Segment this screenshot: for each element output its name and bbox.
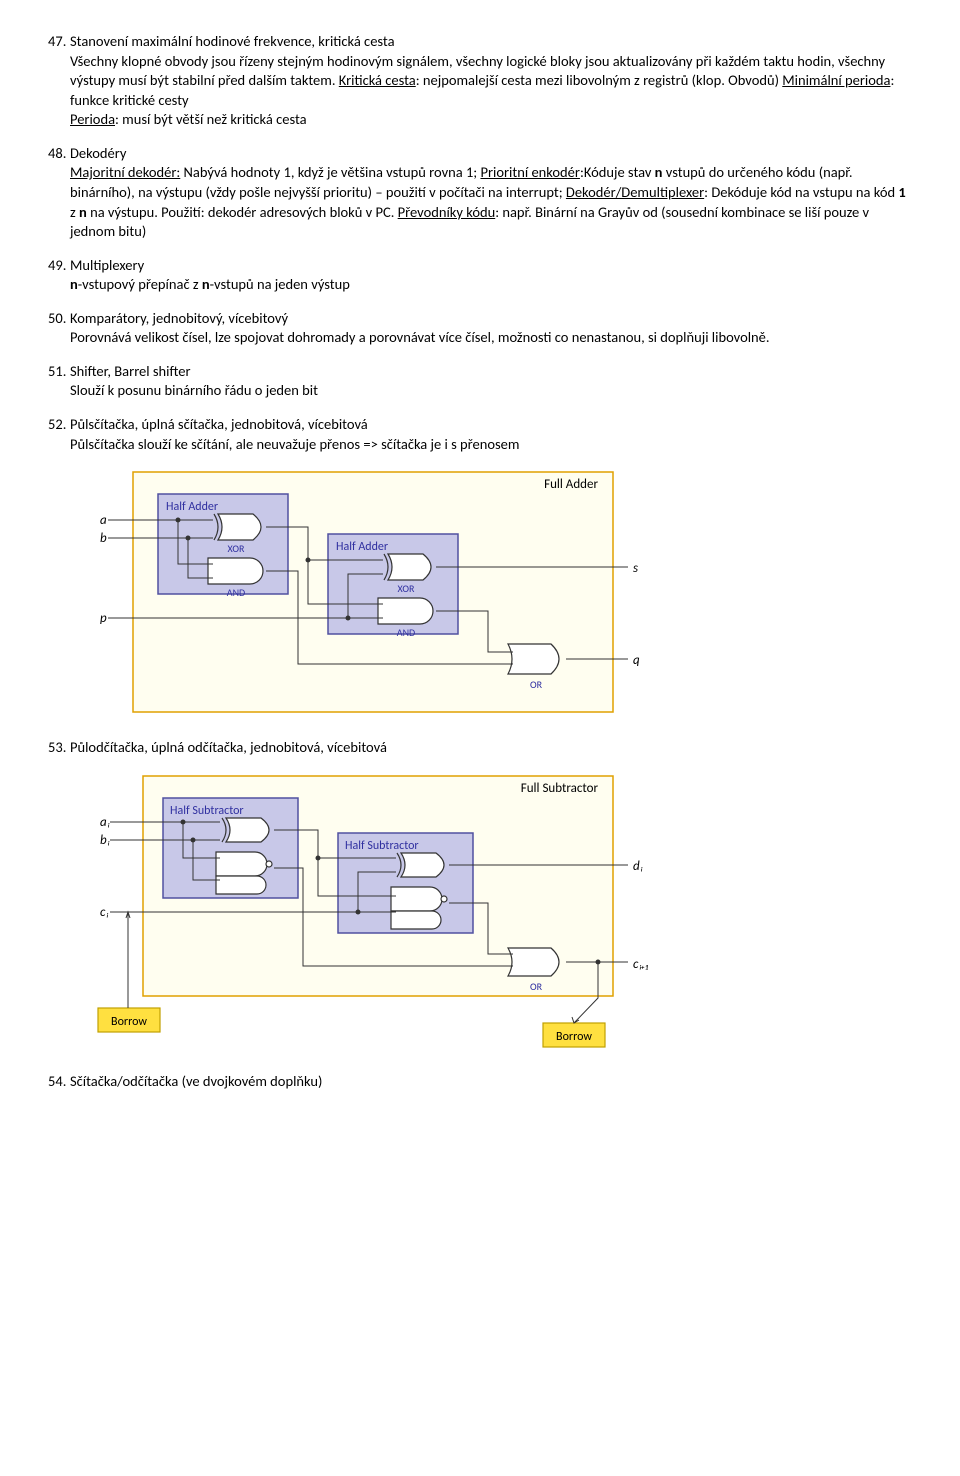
diagram-container: Full Adder Half Adder XOR AND Half Adder XOR A… [88, 464, 912, 724]
svg-text:OR: OR [530, 678, 543, 691]
svg-text:XOR: XOR [398, 582, 416, 595]
svg-text:Borrow: Borrow [556, 1030, 592, 1044]
numbered-item: 51. Shifter, Barrel shifter Slouží k pos… [48, 362, 912, 401]
numbered-item: 49. Multiplexery n-vstupový přepínač z n… [48, 256, 912, 295]
numbered-item: 48. Dekodéry Majoritní dekodér: Nabývá h… [48, 144, 912, 242]
full-subtractor-diagram: Full Subtractor Half Subtractor Half Subtr… [88, 768, 648, 1058]
bold-text: n [79, 203, 87, 221]
svg-text:a: a [100, 513, 107, 528]
item-title: Multiplexery [70, 256, 912, 276]
numbered-item: 52. Půlsčítačka, úplná sčítačka, jednobi… [48, 415, 912, 724]
underline-text: Prioritní enkodér [480, 163, 579, 181]
numbered-item: 47. Stanovení maximální hodinové frekven… [48, 32, 912, 130]
item-title: Dekodéry [70, 144, 912, 164]
svg-text:cᵢ: cᵢ [100, 905, 108, 920]
svg-text:bᵢ: bᵢ [100, 833, 110, 848]
item-body: Všechny klopné obvody jsou řízeny stejný… [70, 52, 912, 130]
item-number: 49. [48, 256, 70, 276]
item-title: Stanovení maximální hodinové frekvence, … [70, 32, 912, 52]
svg-text:Half Subtractor: Half Subtractor [170, 804, 244, 818]
svg-text:Half Subtractor: Half Subtractor [345, 839, 419, 853]
item-body: n-vstupový přepínač z n-vstupů na jeden … [70, 275, 912, 295]
svg-text:dᵢ: dᵢ [633, 859, 643, 874]
item-body: Porovnává velikost čísel, lze spojovat d… [70, 328, 912, 348]
item-title: Půlodčítačka, úplná odčítačka, jednobito… [70, 738, 912, 758]
item-title: Půlsčítačka, úplná sčítačka, jednobitová… [70, 415, 912, 435]
item-title: Komparátory, jednobitový, vícebitový [70, 309, 912, 329]
svg-text:p: p [100, 611, 107, 626]
item-number: 53. [48, 738, 70, 758]
item-number: 48. [48, 144, 70, 164]
svg-text:q: q [633, 653, 640, 668]
item-body: Majoritní dekodér: Nabývá hodnoty 1, kdy… [70, 163, 912, 241]
numbered-item: 53. Půlodčítačka, úplná odčítačka, jedno… [48, 738, 912, 1058]
svg-text:aᵢ: aᵢ [100, 815, 110, 830]
svg-text:AND: AND [227, 586, 245, 599]
bold-text: n [70, 275, 78, 293]
underline-text: Dekodér/Demultiplexer [566, 183, 704, 201]
item-number: 52. [48, 415, 70, 435]
item-body: Půlsčítačka slouží ke sčítání, ale neuva… [70, 435, 912, 455]
bold-text: 1 [898, 183, 905, 201]
item-title: Sčítačka/odčítačka (ve dvojkovém doplňku… [70, 1072, 912, 1092]
svg-text:b: b [100, 531, 107, 546]
numbered-item: 54. Sčítačka/odčítačka (ve dvojkovém dop… [48, 1072, 912, 1092]
item-number: 47. [48, 32, 70, 52]
bold-text: n [202, 275, 210, 293]
bold-text: n [655, 163, 663, 181]
svg-text:s: s [633, 561, 638, 576]
item-number: 50. [48, 309, 70, 329]
svg-text:cᵢ₊₁: cᵢ₊₁ [633, 957, 648, 972]
svg-text:OR: OR [530, 980, 543, 993]
svg-text:Full Adder: Full Adder [544, 477, 598, 492]
item-body: Slouží k posunu binárního řádu o jeden b… [70, 381, 912, 401]
svg-text:XOR: XOR [228, 542, 246, 555]
underline-text: Minimální perioda [782, 71, 890, 89]
svg-text:Full Subtractor: Full Subtractor [521, 781, 599, 796]
item-number: 54. [48, 1072, 70, 1092]
numbered-item: 50. Komparátory, jednobitový, vícebitový… [48, 309, 912, 348]
svg-text:Half Adder: Half Adder [166, 500, 218, 514]
item-number: 51. [48, 362, 70, 382]
svg-text:Half Adder: Half Adder [336, 540, 388, 554]
underline-text: Převodníky kódu [398, 203, 496, 221]
diagram-container: Full Subtractor Half Subtractor Half Subtr… [88, 768, 912, 1058]
full-adder-diagram: Full Adder Half Adder XOR AND Half Adder XOR A… [88, 464, 648, 724]
item-title: Shifter, Barrel shifter [70, 362, 912, 382]
svg-text:AND: AND [397, 626, 415, 639]
svg-text:Borrow: Borrow [111, 1015, 147, 1029]
underline-text: Majoritní dekodér: [70, 163, 180, 181]
underline-text: Kritická cesta [339, 71, 416, 89]
underline-text: Perioda [70, 110, 115, 128]
